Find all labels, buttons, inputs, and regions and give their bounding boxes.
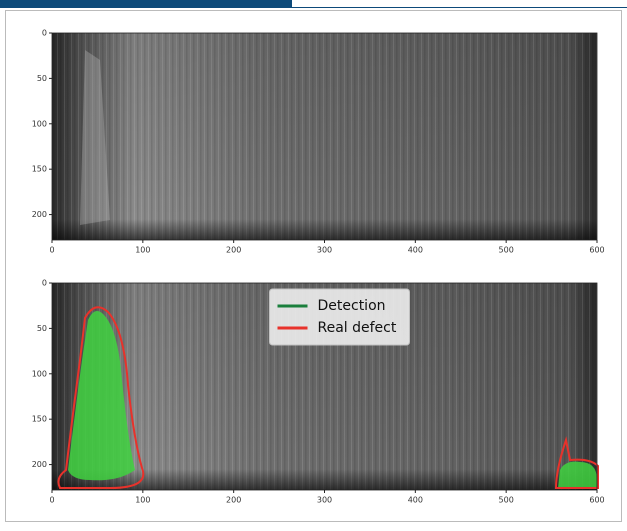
x-tick-label: 500 [499, 246, 514, 255]
y-tick-label: 200 [32, 460, 47, 469]
x-tick-label: 400 [408, 496, 423, 505]
legend-label: Real defect [318, 320, 397, 336]
x-tick-label: 300 [317, 246, 332, 255]
x-tick-label: 0 [49, 246, 54, 255]
x-tick-label: 400 [408, 246, 423, 255]
y-tick-label: 0 [42, 29, 47, 38]
y-tick-label: 0 [42, 279, 47, 288]
y-tick-label: 100 [32, 369, 47, 378]
header-bar [0, 0, 292, 8]
image-panel [52, 33, 597, 240]
y-tick-label: 100 [32, 119, 47, 128]
y-tick-label: 150 [32, 415, 47, 424]
x-tick-label: 600 [589, 246, 604, 255]
x-tick-label: 0 [49, 496, 54, 505]
y-tick-label: 150 [32, 165, 47, 174]
x-tick-label: 200 [226, 496, 241, 505]
x-tick-label: 600 [589, 496, 604, 505]
x-tick-label: 200 [226, 246, 241, 255]
figure: 0100200300400500600050100150200010020030… [0, 0, 627, 527]
x-tick-label: 100 [135, 496, 150, 505]
x-tick-label: 300 [317, 496, 332, 505]
y-tick-label: 200 [32, 210, 47, 219]
y-tick-label: 50 [37, 74, 47, 83]
legend-label: Detection [318, 298, 386, 314]
x-tick-label: 100 [135, 246, 150, 255]
y-tick-label: 50 [37, 324, 47, 333]
x-tick-label: 500 [499, 496, 514, 505]
detection-region [558, 462, 597, 488]
